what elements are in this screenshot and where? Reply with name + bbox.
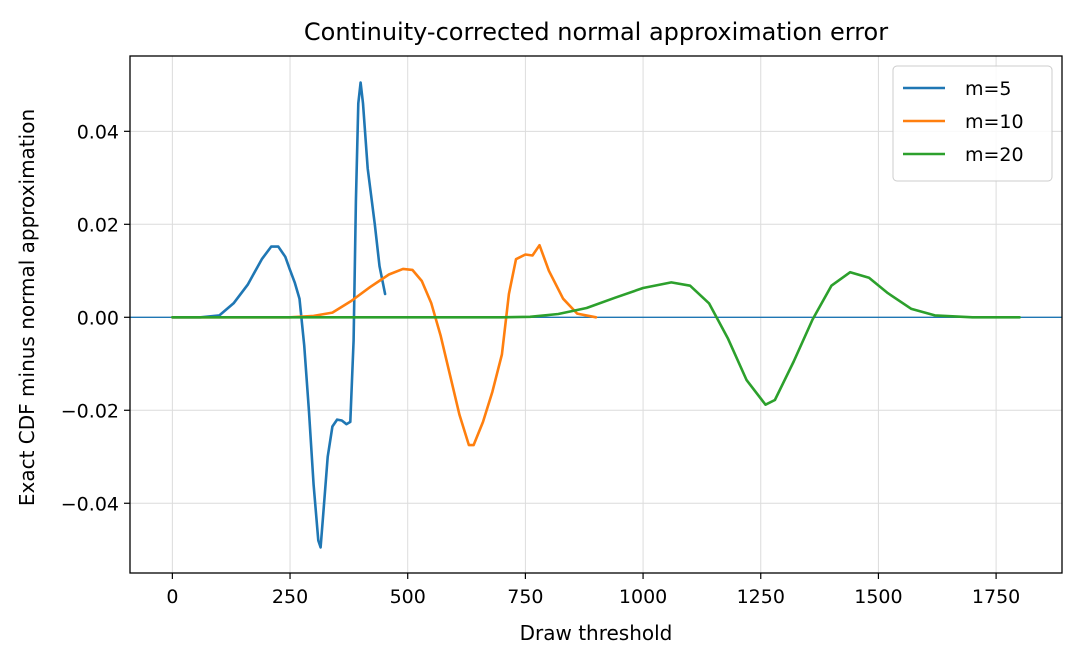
chart-title: Continuity-corrected normal approximatio… [304,18,888,46]
x-tick-label: 0 [166,586,178,608]
y-axis-title: Exact CDF minus normal approximation [15,109,39,506]
x-tick-label: 750 [507,586,543,608]
y-tick-label: −0.02 [61,400,119,422]
x-tick-label: 1750 [972,586,1020,608]
y-tick-label: 0.00 [77,307,119,329]
legend-label: m=10 [965,111,1024,133]
x-axis-ticks: 0 250 500 750 1000 1250 1500 1750 [166,573,1020,608]
y-tick-label: 0.02 [77,214,119,236]
x-tick-label: 250 [272,586,308,608]
y-tick-label: 0.04 [77,121,119,143]
x-axis-title: Draw threshold [520,621,673,645]
y-axis-ticks: −0.04 −0.02 0.00 0.02 0.04 [61,121,130,515]
plot-area-frame [129,55,1063,574]
legend-label: m=20 [965,144,1024,166]
x-tick-label: 500 [390,586,426,608]
legend: m=5 m=10 m=20 [892,65,1053,182]
x-tick-label: 1000 [619,586,667,608]
legend-box [892,65,1053,182]
series-line-2 [171,243,598,447]
series-lines [171,81,1021,549]
y-tick-label: −0.04 [61,493,119,515]
series-line-3 [171,270,1021,406]
x-tick-label: 1250 [737,586,785,608]
legend-label: m=5 [965,78,1012,100]
x-tick-label: 1500 [854,586,902,608]
series-line-1 [171,81,387,549]
